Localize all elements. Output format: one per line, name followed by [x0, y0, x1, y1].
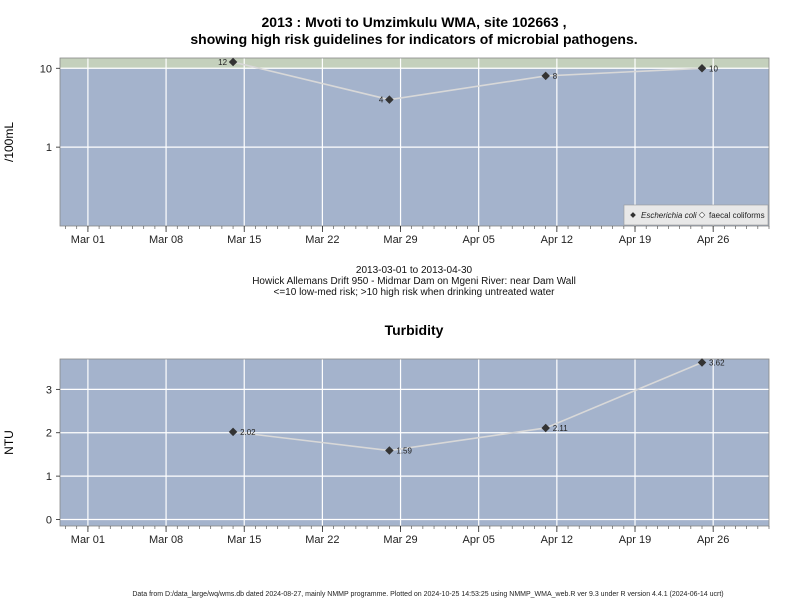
- plot-panel-1: [60, 58, 769, 226]
- data-label: 4: [379, 96, 384, 105]
- subtitle-line: 2013-03-01 to 2013-04-30: [356, 265, 473, 276]
- x-tick-label: Apr 19: [619, 534, 651, 546]
- panel-border: [59, 57, 770, 227]
- data-point: [228, 57, 238, 67]
- x-tick-label: Mar 15: [227, 234, 261, 246]
- y-tick-label: 0: [46, 514, 52, 526]
- data-label: 12: [218, 58, 227, 67]
- data-point: [697, 358, 707, 367]
- y-tick-label: 1: [46, 471, 52, 483]
- legend-box: [623, 204, 769, 226]
- series-line: [232, 61, 703, 101]
- y-tick-label: 1: [46, 142, 52, 154]
- x-tick-label: Apr 26: [697, 234, 729, 246]
- data-point: [228, 427, 238, 437]
- x-tick-label: Mar 29: [383, 234, 417, 246]
- x-tick-label: Mar 22: [305, 234, 339, 246]
- x-tick-label: Mar 08: [149, 534, 183, 546]
- footer-note: Data from D:/data_large/wq/wms.db dated …: [132, 591, 723, 598]
- y-tick-label: 2: [46, 428, 52, 440]
- subtitle-line: <=10 low-med risk; >10 high risk when dr…: [274, 287, 556, 298]
- data-point: [385, 95, 394, 104]
- legend-marker-ecoli: [630, 212, 636, 218]
- high-risk-band: [60, 58, 769, 69]
- x-tick-label: Mar 15: [227, 534, 261, 546]
- data-label: 1.59: [396, 447, 412, 456]
- data-label: 2.02: [240, 428, 256, 437]
- data-label: 2.11: [553, 424, 569, 433]
- x-tick-label: Mar 08: [149, 234, 183, 246]
- x-tick-label: Mar 22: [305, 534, 339, 546]
- legend-marker-faecal: [698, 211, 706, 219]
- chart-title-line-2: showing high risk guidelines for indicat…: [190, 31, 637, 47]
- data-label: 10: [709, 64, 718, 73]
- legend-entry-ecoli: Escherichia coli: [641, 211, 697, 220]
- data-label: 3.62: [709, 358, 725, 367]
- y-tick-label: 3: [46, 384, 52, 396]
- chart-title: Turbidity: [385, 322, 444, 338]
- x-tick-label: Apr 19: [619, 234, 651, 246]
- data-point: [541, 423, 550, 433]
- legend-entry-faecal: faecal coliforms: [709, 211, 765, 220]
- chart-title-line-1: 2013 : Mvoti to Umzimkulu WMA, site 1026…: [262, 14, 567, 30]
- subtitle-line: Howick Allemans Drift 950 - Midmar Dam o…: [252, 276, 576, 287]
- x-tick-label: Mar 29: [383, 534, 417, 546]
- x-tick-label: Mar 01: [71, 234, 105, 246]
- y-axis-label: NTU: [2, 430, 16, 455]
- x-tick-label: Apr 05: [462, 234, 494, 246]
- x-tick-label: Apr 26: [697, 534, 729, 546]
- data-point: [385, 446, 394, 455]
- series-line: [232, 361, 703, 452]
- panel-border: [59, 358, 770, 527]
- data-label: 8: [553, 72, 558, 81]
- x-tick-label: Apr 12: [541, 234, 573, 246]
- x-tick-label: Mar 01: [71, 534, 105, 546]
- y-tick-label: 10: [40, 63, 52, 75]
- y-axis-label: /100mL: [2, 122, 16, 162]
- x-tick-label: Apr 12: [541, 534, 573, 546]
- x-tick-label: Apr 05: [462, 534, 494, 546]
- plot-panel-2: [60, 359, 769, 526]
